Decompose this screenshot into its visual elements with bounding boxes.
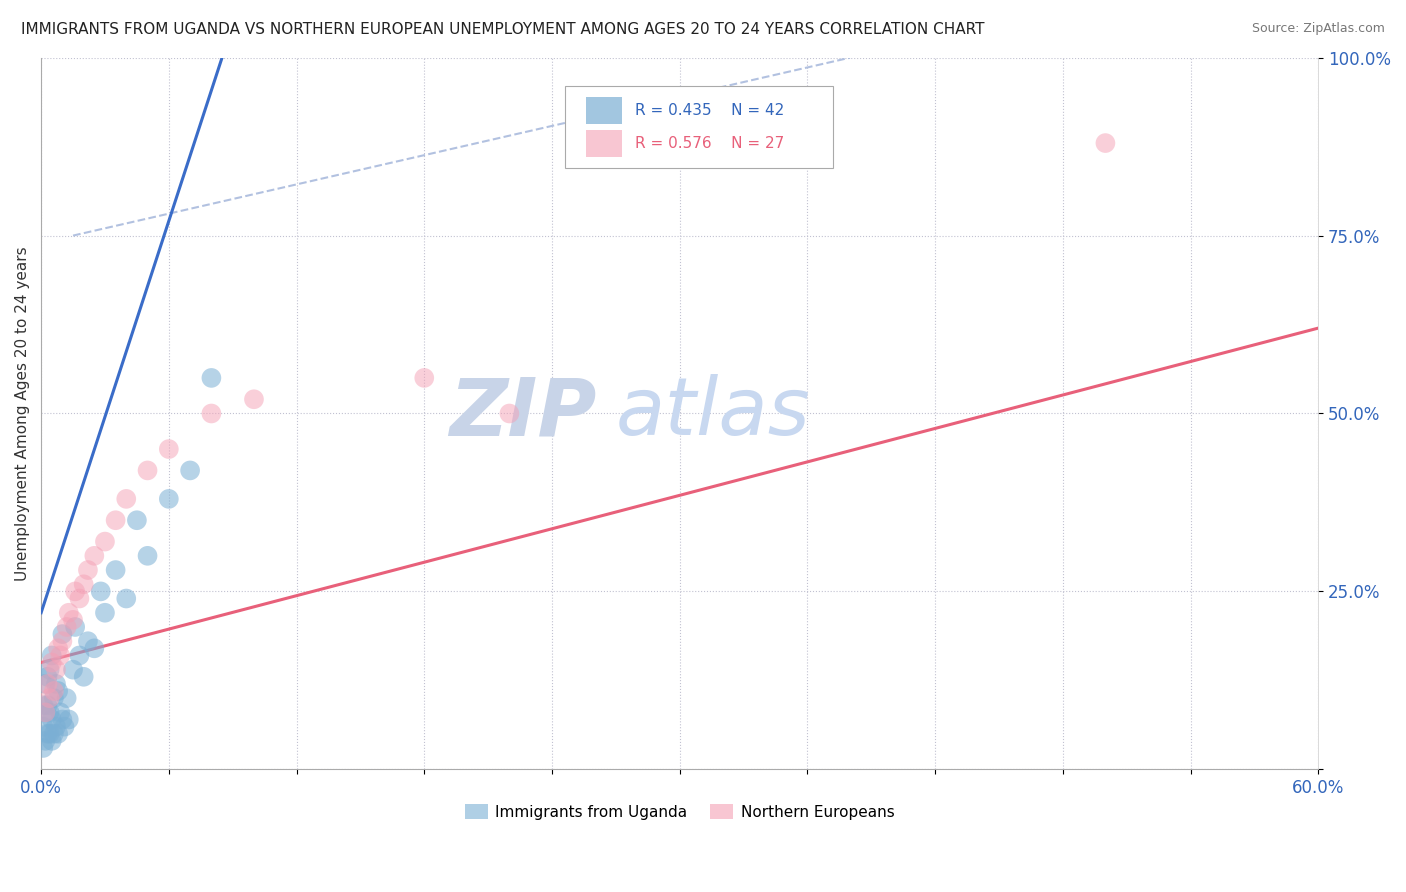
Point — [67, 648, 90, 663]
Bar — [586, 97, 623, 124]
Legend: Immigrants from Uganda, Northern Europeans: Immigrants from Uganda, Northern Europea… — [458, 797, 901, 826]
Point — [200, 407, 222, 421]
Point — [38, 691, 60, 706]
Point — [42, 691, 65, 706]
Point — [83, 641, 105, 656]
Point — [104, 563, 127, 577]
Point — [58, 713, 80, 727]
Point — [34, 706, 56, 720]
Point — [94, 606, 117, 620]
Point — [115, 491, 138, 506]
Point — [34, 734, 56, 748]
Point — [45, 720, 67, 734]
Point — [136, 463, 159, 477]
Point — [200, 371, 222, 385]
Point — [73, 670, 96, 684]
Point — [77, 634, 100, 648]
Point — [58, 606, 80, 620]
Point — [45, 663, 67, 677]
Point — [243, 392, 266, 407]
Point — [63, 620, 86, 634]
Point — [498, 407, 520, 421]
Point — [34, 706, 56, 720]
Point — [38, 727, 60, 741]
Point — [413, 371, 436, 385]
Point — [125, 513, 148, 527]
Point — [115, 591, 138, 606]
Point — [37, 677, 59, 691]
Point — [46, 727, 69, 741]
Point — [104, 513, 127, 527]
Point — [51, 627, 73, 641]
Point — [51, 713, 73, 727]
Point — [77, 563, 100, 577]
Point — [38, 706, 60, 720]
Point — [83, 549, 105, 563]
Point — [136, 549, 159, 563]
Point — [90, 584, 112, 599]
Point — [41, 713, 63, 727]
Point — [55, 691, 77, 706]
Point — [32, 720, 55, 734]
Bar — [586, 130, 623, 157]
Point — [42, 684, 65, 698]
Point — [73, 577, 96, 591]
Point — [45, 677, 67, 691]
Point — [32, 741, 55, 756]
Text: R = 0.435    N = 42: R = 0.435 N = 42 — [636, 103, 785, 118]
Point — [94, 534, 117, 549]
Point — [55, 620, 77, 634]
Point — [32, 698, 55, 713]
Text: IMMIGRANTS FROM UGANDA VS NORTHERN EUROPEAN UNEMPLOYMENT AMONG AGES 20 TO 24 YEA: IMMIGRANTS FROM UGANDA VS NORTHERN EUROP… — [21, 22, 984, 37]
Point — [1094, 136, 1116, 150]
Text: Source: ZipAtlas.com: Source: ZipAtlas.com — [1251, 22, 1385, 36]
Point — [157, 491, 180, 506]
Point — [41, 734, 63, 748]
Text: atlas: atlas — [616, 375, 811, 452]
Point — [41, 656, 63, 670]
Point — [37, 698, 59, 713]
Point — [34, 677, 56, 691]
Point — [41, 648, 63, 663]
Point — [37, 727, 59, 741]
FancyBboxPatch shape — [565, 87, 832, 168]
Point — [179, 463, 201, 477]
Point — [49, 648, 72, 663]
Point — [157, 442, 180, 456]
Text: ZIP: ZIP — [450, 375, 596, 452]
Point — [53, 720, 76, 734]
Point — [42, 727, 65, 741]
Point — [49, 706, 72, 720]
Text: R = 0.576    N = 27: R = 0.576 N = 27 — [636, 136, 785, 151]
Point — [67, 591, 90, 606]
Point — [37, 670, 59, 684]
Point — [51, 634, 73, 648]
Point — [63, 584, 86, 599]
Point — [38, 663, 60, 677]
Point — [46, 641, 69, 656]
Point — [62, 663, 84, 677]
Point — [62, 613, 84, 627]
Y-axis label: Unemployment Among Ages 20 to 24 years: Unemployment Among Ages 20 to 24 years — [15, 246, 30, 581]
Point — [46, 684, 69, 698]
